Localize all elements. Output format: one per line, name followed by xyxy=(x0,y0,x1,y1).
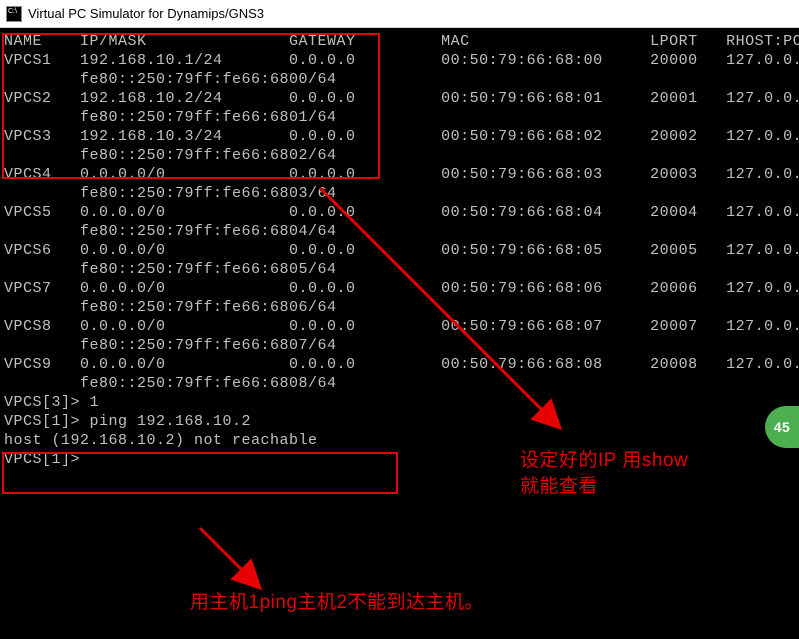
terminal-output: NAME IP/MASK GATEWAY MAC LPORT RHOST:PCV… xyxy=(0,32,799,469)
terminal-line: fe80::250:79ff:fe66:6807/64 xyxy=(0,336,799,355)
terminal-line: VPCS2 192.168.10.2/24 0.0.0.0 00:50:79:6… xyxy=(0,89,799,108)
terminal-line: fe80::250:79ff:fe66:6806/64 xyxy=(0,298,799,317)
floating-badge[interactable]: 45 xyxy=(765,406,799,448)
terminal-line: fe80::250:79ff:fe66:6805/64 xyxy=(0,260,799,279)
terminal-line: fe80::250:79ff:fe66:6802/64 xyxy=(0,146,799,165)
terminal-line: fe80::250:79ff:fe66:6801/64 xyxy=(0,108,799,127)
annotation-right: 设定好的IP 用show 就能查看 xyxy=(520,448,688,500)
terminal-line: VPCS4 0.0.0.0/0 0.0.0.0 00:50:79:66:68:0… xyxy=(0,165,799,184)
terminal-line: NAME IP/MASK GATEWAY MAC LPORT RHOST:PC xyxy=(0,32,799,51)
terminal-line: VPCS8 0.0.0.0/0 0.0.0.0 00:50:79:66:68:0… xyxy=(0,317,799,336)
terminal-line: VPCS9 0.0.0.0/0 0.0.0.0 00:50:79:66:68:0… xyxy=(0,355,799,374)
terminal-line: fe80::250:79ff:fe66:6803/64 xyxy=(0,184,799,203)
terminal-line: VPCS6 0.0.0.0/0 0.0.0.0 00:50:79:66:68:0… xyxy=(0,241,799,260)
terminal-line: fe80::250:79ff:fe66:6804/64 xyxy=(0,222,799,241)
terminal-line: fe80::250:79ff:fe66:6808/64 xyxy=(0,374,799,393)
terminal-line: VPCS[3]> 1 xyxy=(0,393,799,412)
annotation-bottom: 用主机1ping主机2不能到达主机。 xyxy=(190,590,484,616)
window-title: Virtual PC Simulator for Dynamips/GNS3 xyxy=(28,6,264,21)
terminal-line: VPCS3 192.168.10.3/24 0.0.0.0 00:50:79:6… xyxy=(0,127,799,146)
terminal-line: VPCS7 0.0.0.0/0 0.0.0.0 00:50:79:66:68:0… xyxy=(0,279,799,298)
terminal-line: VPCS1 192.168.10.1/24 0.0.0.0 00:50:79:6… xyxy=(0,51,799,70)
terminal[interactable]: NAME IP/MASK GATEWAY MAC LPORT RHOST:PCV… xyxy=(0,28,799,639)
terminal-line: VPCS[1]> ping 192.168.10.2 xyxy=(0,412,799,431)
terminal-line: fe80::250:79ff:fe66:6800/64 xyxy=(0,70,799,89)
window-titlebar: Virtual PC Simulator for Dynamips/GNS3 xyxy=(0,0,799,28)
terminal-line: VPCS5 0.0.0.0/0 0.0.0.0 00:50:79:66:68:0… xyxy=(0,203,799,222)
app-icon xyxy=(6,6,22,22)
